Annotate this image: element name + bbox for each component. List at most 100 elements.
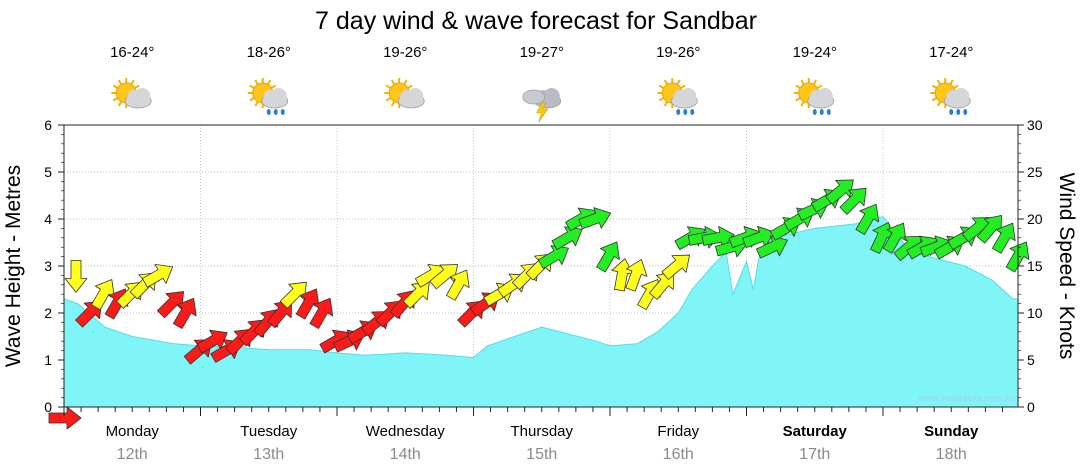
left-tick-label: 0 — [44, 399, 52, 415]
wind-arrow-shape — [157, 291, 185, 319]
wind-arrow — [157, 291, 185, 319]
cloud-puff — [134, 88, 151, 104]
day-name: Sunday — [924, 423, 979, 440]
wind-arrow-shape — [91, 279, 115, 311]
wind-arrow-shape — [295, 288, 320, 320]
cloud-body — [522, 89, 546, 105]
wind-arrow — [625, 259, 648, 292]
wind-arrow — [701, 226, 735, 249]
wind-arrow — [142, 263, 174, 288]
wind-arrow-shape — [402, 281, 430, 309]
wind-arrow — [825, 179, 854, 205]
wind-arrow-shape — [596, 241, 620, 273]
wind-arrow-shape — [551, 226, 583, 251]
sun-ray — [800, 79, 805, 85]
sun-ray — [663, 101, 669, 107]
day-date: 16th — [663, 446, 694, 463]
right-tick-label: 25 — [1027, 164, 1043, 180]
day-name: Wednesday — [366, 423, 445, 440]
wind-arrow-shape — [537, 245, 569, 269]
day-date: 14th — [390, 446, 421, 463]
temp-range: 19-26° — [383, 44, 427, 61]
rain-drop — [956, 109, 961, 115]
wind-arrow — [596, 241, 620, 273]
axes: 0 1 2 3 4 5 6 0 5 10 15 20 25 30 Wave Height - Metres W… — [2, 117, 1078, 416]
sun-ray — [385, 84, 392, 89]
wind-arrow — [1005, 241, 1030, 273]
rain-drop — [949, 109, 954, 115]
right-tick-label: 0 — [1027, 399, 1035, 415]
wind-arrow — [75, 300, 103, 328]
sun-ray — [266, 79, 272, 85]
cloud — [261, 88, 289, 109]
right-tick-label: 10 — [1027, 305, 1043, 321]
wind-arrow — [537, 245, 569, 269]
wind-arrow-shape — [279, 281, 307, 309]
sun-ray — [658, 97, 665, 102]
wind-arrow-shape — [64, 259, 88, 293]
sun-ray — [403, 79, 408, 85]
cloud — [124, 88, 152, 109]
sun-ray — [249, 84, 255, 89]
watermark: www.seabreeze.com.au — [917, 393, 1014, 403]
lightning-bolt — [536, 102, 549, 123]
left-tick-label: 3 — [44, 258, 52, 274]
sun-ray — [130, 79, 135, 85]
right-tick-label: 30 — [1027, 117, 1043, 133]
cloud — [807, 88, 835, 109]
wind-arrow — [551, 226, 583, 251]
day-name: Saturday — [783, 423, 848, 440]
sun-ray — [385, 97, 392, 102]
sun-ray — [254, 101, 259, 107]
rain-drop — [826, 109, 831, 115]
wind-arrow — [279, 281, 307, 309]
cloud-puff — [407, 88, 424, 104]
sun-ray — [680, 84, 686, 89]
sun-ray — [936, 101, 942, 107]
rain-drop — [812, 109, 817, 115]
current-time-arrow — [48, 406, 82, 430]
left-tick-label: 6 — [44, 117, 52, 133]
wind-arrow-shape — [882, 222, 907, 254]
wind-arrow-shape — [839, 187, 867, 215]
wind-arrow-shape — [825, 179, 854, 205]
day-date: 13th — [253, 446, 284, 463]
rain-drop — [676, 109, 681, 115]
wind-arrow-shape — [991, 222, 1016, 254]
wind-arrow-shape — [701, 226, 735, 249]
temp-range: 19-27° — [520, 44, 564, 61]
day-forecast-headers: 16-24° Monday 12th 18-26° Tuesday 13th 19-26° W… — [106, 44, 979, 463]
sun-ray — [112, 84, 119, 89]
wind-arrow — [755, 235, 788, 259]
wind-arrow — [445, 269, 470, 301]
wind-arrow-shape — [142, 263, 174, 288]
right-tick-label: 5 — [1027, 352, 1035, 368]
cloud-puff — [680, 88, 697, 104]
wind-arrow — [429, 264, 459, 290]
wind-arrow-shape — [429, 264, 459, 290]
rain-drop — [683, 109, 688, 115]
sun-cloud-rain-icon — [793, 78, 835, 115]
wind-arrow-shape — [661, 254, 691, 280]
sun-cloud-icon — [111, 78, 152, 109]
cloud-puff — [816, 88, 833, 104]
temp-range: 19-26° — [656, 44, 700, 61]
wind-arrow — [661, 254, 691, 280]
sun-ray — [676, 79, 681, 85]
sun-ray — [270, 84, 277, 89]
temp-range: 19-24° — [793, 44, 837, 61]
rain-drop — [273, 109, 278, 115]
rain-drop — [963, 109, 968, 115]
wind-arrow — [839, 187, 867, 215]
sun-ray — [249, 97, 255, 102]
chart-title: 7 day wind & wave forecast for Sandbar — [315, 7, 757, 35]
wind-arrow — [976, 214, 1002, 244]
rain-drop — [819, 109, 824, 115]
sun-ray — [663, 79, 669, 85]
wind-arrow — [64, 259, 88, 293]
wind-arrow — [578, 207, 612, 230]
sun-ray — [254, 79, 259, 85]
sun-ray — [390, 101, 396, 107]
right-tick-label: 15 — [1027, 258, 1043, 274]
wind-arrow — [309, 297, 334, 329]
